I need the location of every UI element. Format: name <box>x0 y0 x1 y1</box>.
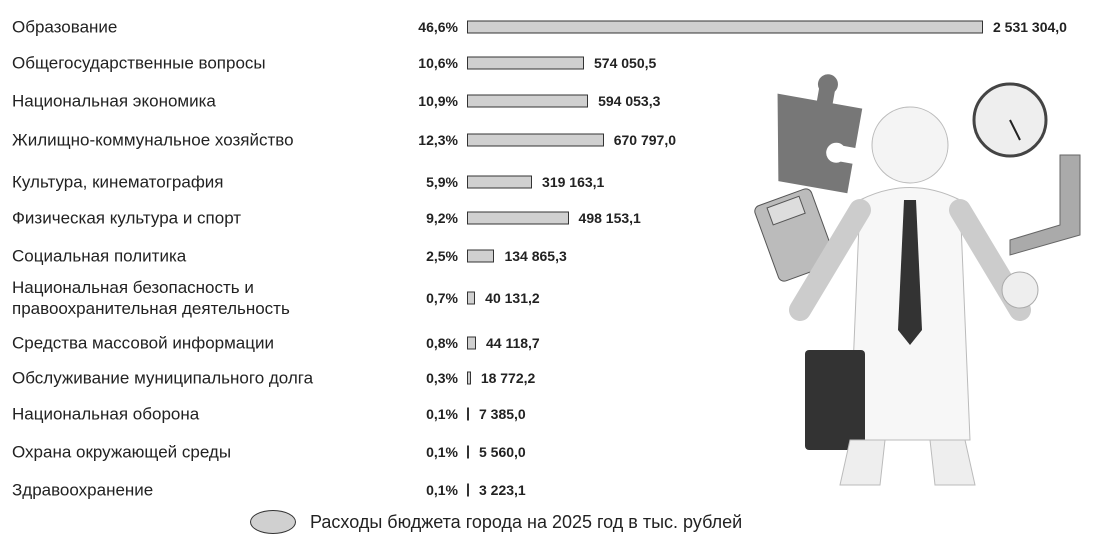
bar <box>467 292 475 305</box>
illustration <box>710 60 1110 490</box>
share-label: 0,3% <box>408 370 458 386</box>
category-label: Средства массовой информации <box>12 333 274 354</box>
share-label: 0,1% <box>408 406 458 422</box>
category-label: Национальная безопасность и правоохранит… <box>12 277 290 319</box>
share-label: 46,6% <box>408 19 458 35</box>
category-label: Жилищно-коммунальное хозяйство <box>12 130 294 151</box>
value-label: 574 050,5 <box>594 55 656 71</box>
legend-swatch <box>250 510 296 534</box>
bar <box>467 212 569 225</box>
value-label: 670 797,0 <box>614 132 676 148</box>
legend-label: Расходы бюджета города на 2025 год в тыс… <box>310 512 742 533</box>
category-label: Культура, кинематография <box>12 172 224 193</box>
category-label: Национальная оборона <box>12 404 199 425</box>
share-label: 2,5% <box>408 248 458 264</box>
category-label: Охрана окружающей среды <box>12 442 231 463</box>
value-label: 18 772,2 <box>481 370 536 386</box>
value-label: 594 053,3 <box>598 93 660 109</box>
value-label: 5 560,0 <box>479 444 526 460</box>
value-label: 44 118,7 <box>486 335 540 351</box>
bar <box>467 250 494 263</box>
bar <box>467 337 476 350</box>
bar <box>467 57 584 70</box>
category-label: Национальная экономика <box>12 91 216 112</box>
bar <box>467 95 588 108</box>
bar <box>467 21 983 34</box>
category-label: Здравоохранение <box>12 480 153 501</box>
bar <box>467 484 469 497</box>
share-label: 10,6% <box>408 55 458 71</box>
category-label: Образование <box>12 17 117 38</box>
bar <box>467 134 604 147</box>
category-label: Общегосударственные вопросы <box>12 53 266 74</box>
share-label: 12,3% <box>408 132 458 148</box>
value-label: 498 153,1 <box>579 210 641 226</box>
bar <box>467 176 532 189</box>
category-label: Социальная политика <box>12 246 186 267</box>
value-label: 134 865,3 <box>504 248 566 264</box>
share-label: 10,9% <box>408 93 458 109</box>
share-label: 0,1% <box>408 444 458 460</box>
bar <box>467 446 469 459</box>
bar <box>467 408 469 421</box>
share-label: 0,7% <box>408 290 458 306</box>
value-label: 40 131,2 <box>485 290 540 306</box>
share-label: 5,9% <box>408 174 458 190</box>
value-label: 2 531 304,0 <box>993 19 1067 35</box>
share-label: 0,1% <box>408 482 458 498</box>
category-label: Физическая культура и спорт <box>12 208 241 229</box>
bar <box>467 372 471 385</box>
legend: Расходы бюджета города на 2025 год в тыс… <box>250 510 742 534</box>
share-label: 0,8% <box>408 335 458 351</box>
value-label: 319 163,1 <box>542 174 604 190</box>
value-label: 3 223,1 <box>479 482 526 498</box>
category-label: Обслуживание муниципального долга <box>12 368 313 389</box>
share-label: 9,2% <box>408 210 458 226</box>
value-label: 7 385,0 <box>479 406 526 422</box>
chart: Расходы бюджета города на 2025 год в тыс… <box>0 0 1110 538</box>
